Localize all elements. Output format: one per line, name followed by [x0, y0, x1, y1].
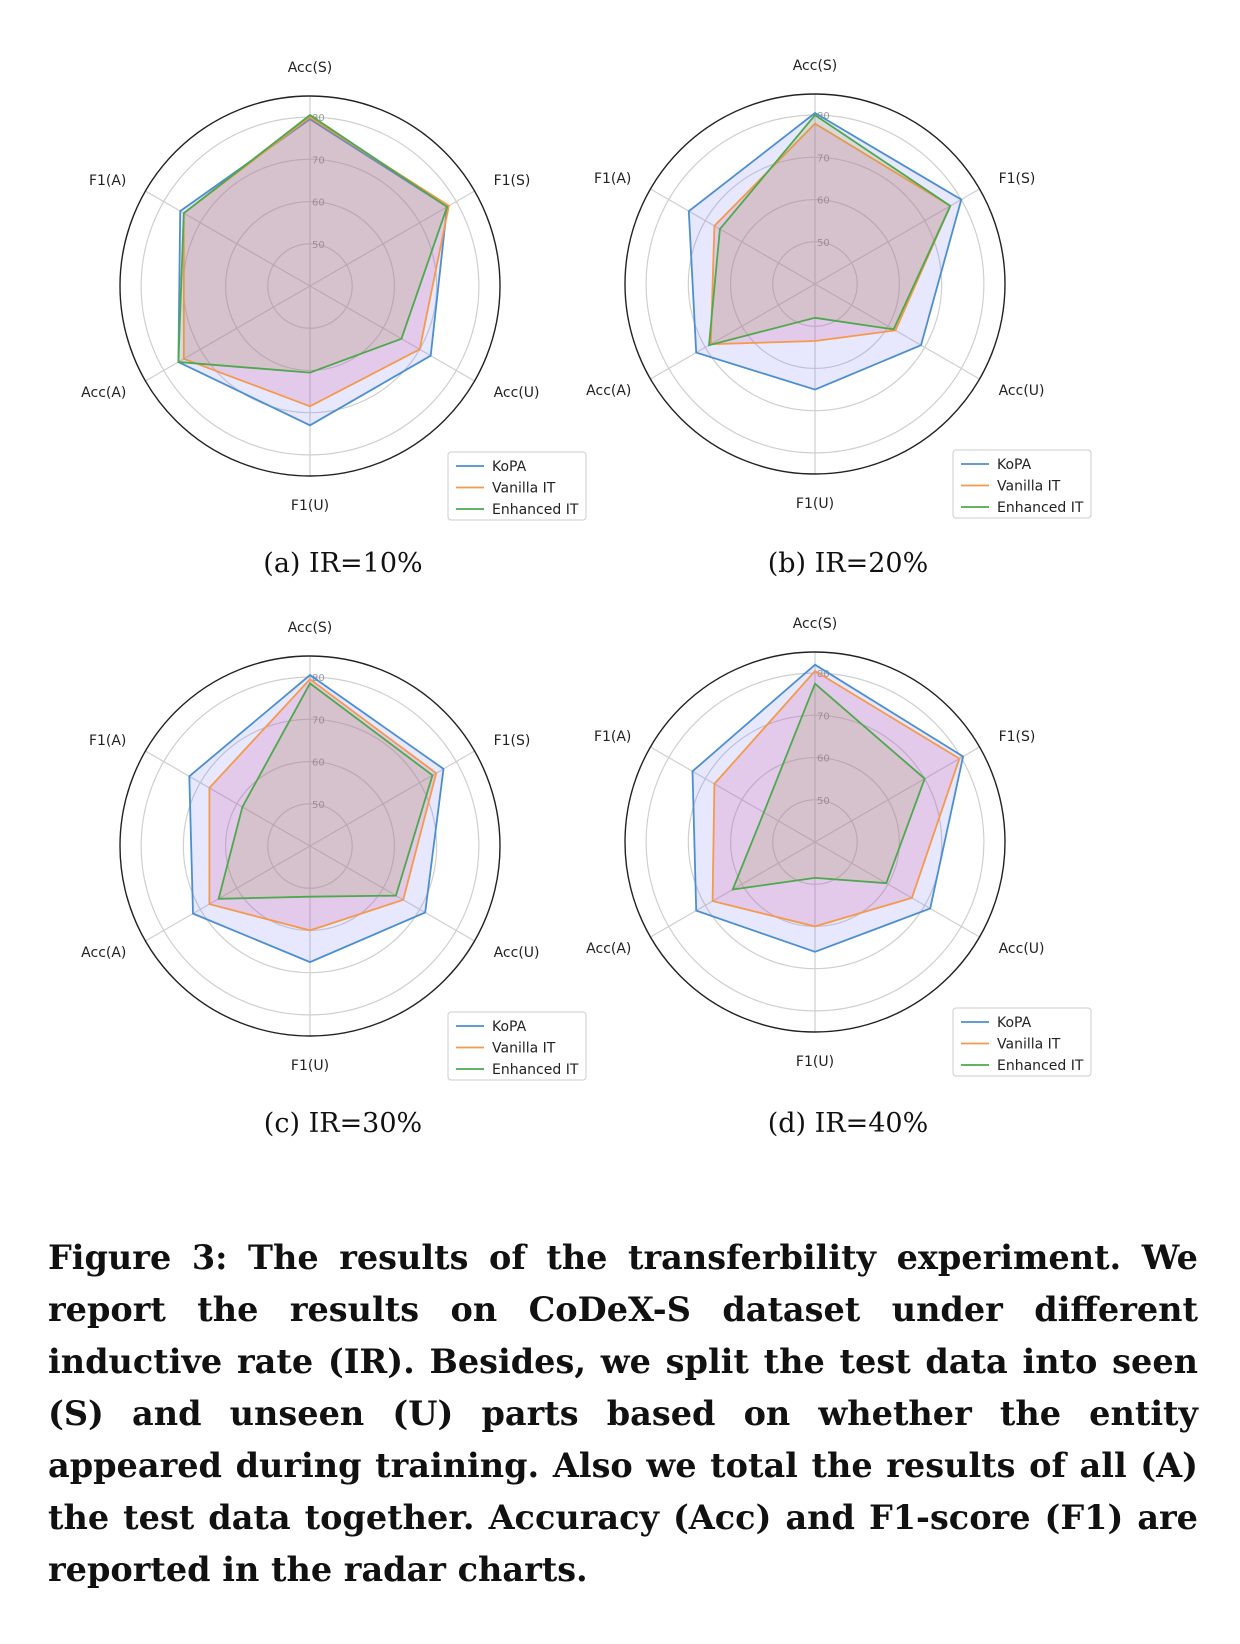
- series-polygon-kopa: [691, 663, 965, 953]
- axis-label-acc-u: Acc(U): [999, 383, 1045, 399]
- legend-label: KoPA: [492, 1019, 527, 1035]
- radar-chart-d: 50 60 70 80 Acc(S) F1(S) Acc(U) F1(U) Acc(A) F1(A…: [586, 616, 1092, 1077]
- r-tick-label: 50: [817, 238, 830, 249]
- series-polygon-enhanced-it: [177, 113, 449, 374]
- legend-label: Vanilla IT: [997, 479, 1061, 495]
- axis-label-acc-a: Acc(A): [586, 941, 631, 957]
- spoke-line: [145, 845, 311, 942]
- radar-frame: [624, 651, 1006, 1033]
- spoke-line: [650, 283, 816, 380]
- legend-label: Vanilla IT: [492, 481, 556, 497]
- subcaption-d: (d) IR=40%: [767, 1108, 929, 1139]
- axis-label-f1-a: F1(A): [89, 173, 126, 189]
- spoke-line: [814, 283, 980, 380]
- axis-label-acc-s: Acc(S): [288, 60, 333, 76]
- axis-label-acc-s: Acc(S): [793, 58, 838, 74]
- axis-label-acc-a: Acc(A): [586, 383, 631, 399]
- series-polygon-vanilla-it: [208, 677, 438, 932]
- r-tick-label: 50: [817, 796, 830, 807]
- figure-caption: Figure 3: The results of the transferbil…: [48, 1238, 1198, 1589]
- legend: KoPA Vanilla IT Enhanced IT: [952, 449, 1092, 519]
- axis-label-f1-u: F1(U): [796, 1054, 834, 1070]
- axis-label-f1-a: F1(A): [594, 729, 631, 745]
- r-tick-label: 70: [817, 153, 830, 164]
- series-polygon-vanilla-it: [711, 669, 961, 928]
- legend-label: Vanilla IT: [492, 1041, 556, 1057]
- r-tick-label: 60: [817, 754, 830, 765]
- legend-box: [447, 451, 587, 521]
- spoke-line: [145, 285, 311, 382]
- axis-label-f1-u: F1(U): [291, 1058, 329, 1074]
- legend-box: [447, 1011, 587, 1081]
- series-polygon-kopa: [188, 673, 445, 964]
- spoke-line: [814, 746, 980, 843]
- spoke-line: [814, 841, 980, 938]
- r-tick-label: 70: [312, 155, 325, 166]
- radar-frame: [119, 655, 501, 1037]
- legend-label: Enhanced IT: [997, 1058, 1084, 1074]
- axis-label-f1-a: F1(A): [89, 733, 126, 749]
- spoke-line: [309, 750, 475, 847]
- figure-grid: 50 60 70 80 Acc(S) F1(S) Acc(U) F1(U) Acc(A) F1(A…: [81, 58, 1092, 1139]
- axis-label-f1-s: F1(S): [999, 171, 1036, 187]
- r-tick-label: 70: [817, 711, 830, 722]
- spoke-line: [650, 188, 816, 285]
- r-tick-label: 60: [312, 198, 325, 209]
- axis-label-f1-u: F1(U): [291, 498, 329, 514]
- r-tick-label: 50: [312, 240, 325, 251]
- legend: KoPA Vanilla IT Enhanced IT: [952, 1007, 1092, 1077]
- r-tick-label: 50: [312, 800, 325, 811]
- spoke-line: [309, 285, 475, 382]
- r-tick-label: 80: [312, 673, 325, 684]
- axis-label-acc-a: Acc(A): [81, 945, 126, 961]
- legend: KoPA Vanilla IT Enhanced IT: [447, 451, 587, 521]
- legend-box: [952, 449, 1092, 519]
- series-polygon-enhanced-it: [731, 682, 926, 891]
- legend-label: KoPA: [997, 457, 1032, 473]
- spoke-line: [145, 190, 311, 287]
- axis-label-f1-u: F1(U): [796, 496, 834, 512]
- axis-label-acc-u: Acc(U): [494, 385, 540, 401]
- r-tick-label: 60: [817, 196, 830, 207]
- spoke-line: [650, 746, 816, 843]
- spoke-line: [309, 845, 475, 942]
- radar-chart-b: 50 60 70 80 Acc(S) F1(S) Acc(U) F1(U) Acc(A) F1(A…: [586, 58, 1092, 519]
- axis-label-acc-s: Acc(S): [288, 620, 333, 636]
- radar-frame: [119, 95, 501, 477]
- legend-box: [952, 1007, 1092, 1077]
- radar-chart-a: 50 60 70 80 Acc(S) F1(S) Acc(U) F1(U) Acc(A) F1(A…: [81, 60, 587, 521]
- r-tick-label: 80: [817, 111, 830, 122]
- legend-label: Vanilla IT: [997, 1037, 1061, 1053]
- axis-label-f1-a: F1(A): [594, 171, 631, 187]
- axis-label-acc-a: Acc(A): [81, 385, 126, 401]
- subcaption-c: (c) IR=30%: [263, 1108, 423, 1139]
- axis-label-f1-s: F1(S): [494, 173, 531, 189]
- radar-frame: [624, 93, 1006, 475]
- r-tick-label: 80: [817, 669, 830, 680]
- axis-label-f1-s: F1(S): [999, 729, 1036, 745]
- legend-label: Enhanced IT: [492, 502, 579, 518]
- axis-label-f1-s: F1(S): [494, 733, 531, 749]
- legend-label: KoPA: [997, 1015, 1032, 1031]
- legend-label: Enhanced IT: [492, 1062, 579, 1078]
- r-tick-label: 70: [312, 715, 325, 726]
- legend-label: Enhanced IT: [997, 500, 1084, 516]
- axis-label-acc-u: Acc(U): [494, 945, 540, 961]
- spoke-line: [145, 750, 311, 847]
- series-polygon-enhanced-it: [217, 682, 434, 900]
- radar-chart-c: 50 60 70 80 Acc(S) F1(S) Acc(U) F1(U) Acc(A) F1(A…: [81, 620, 587, 1081]
- r-tick-label: 60: [312, 758, 325, 769]
- spoke-line: [814, 188, 980, 285]
- axis-label-acc-s: Acc(S): [793, 616, 838, 632]
- subcaption-b: (b) IR=20%: [767, 548, 929, 579]
- legend: KoPA Vanilla IT Enhanced IT: [447, 1011, 587, 1081]
- legend-label: KoPA: [492, 459, 527, 475]
- series-polygon-enhanced-it: [707, 113, 952, 347]
- subcaption-a: (a) IR=10%: [263, 548, 423, 579]
- r-tick-label: 80: [312, 113, 325, 124]
- axis-label-acc-u: Acc(U): [999, 941, 1045, 957]
